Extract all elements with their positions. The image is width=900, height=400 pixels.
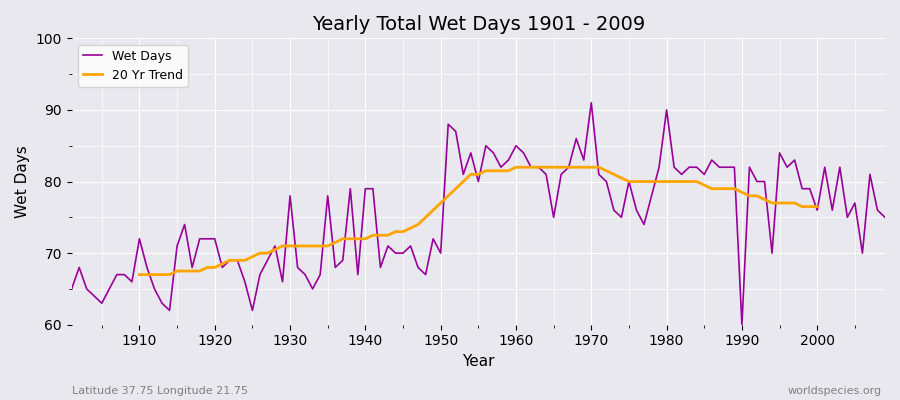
20 Yr Trend [796,204,807,209]
20 Yr Trend [134,272,145,277]
Wet Days [292,265,303,270]
20 Yr Trend [217,262,228,266]
Title: Yearly Total Wet Days 1901 - 2009: Yearly Total Wet Days 1901 - 2009 [311,15,645,34]
Wet Days [510,143,521,148]
Wet Days [608,208,619,212]
Y-axis label: Wet Days: Wet Days [15,145,30,218]
Wet Days [67,286,77,291]
Text: worldspecies.org: worldspecies.org [788,386,882,396]
Wet Days [736,322,747,327]
20 Yr Trend [307,244,318,248]
20 Yr Trend [805,204,815,209]
Line: 20 Yr Trend: 20 Yr Trend [140,167,817,275]
Wet Days [503,158,514,162]
Legend: Wet Days, 20 Yr Trend: Wet Days, 20 Yr Trend [78,44,188,87]
20 Yr Trend [292,244,303,248]
Wet Days [127,279,138,284]
Wet Days [879,215,890,220]
Text: Latitude 37.75 Longitude 21.75: Latitude 37.75 Longitude 21.75 [72,386,248,396]
Line: Wet Days: Wet Days [72,103,885,325]
Wet Days [338,258,348,263]
20 Yr Trend [510,165,521,170]
X-axis label: Year: Year [462,354,495,369]
Wet Days [586,100,597,105]
20 Yr Trend [812,204,823,209]
20 Yr Trend [714,186,724,191]
